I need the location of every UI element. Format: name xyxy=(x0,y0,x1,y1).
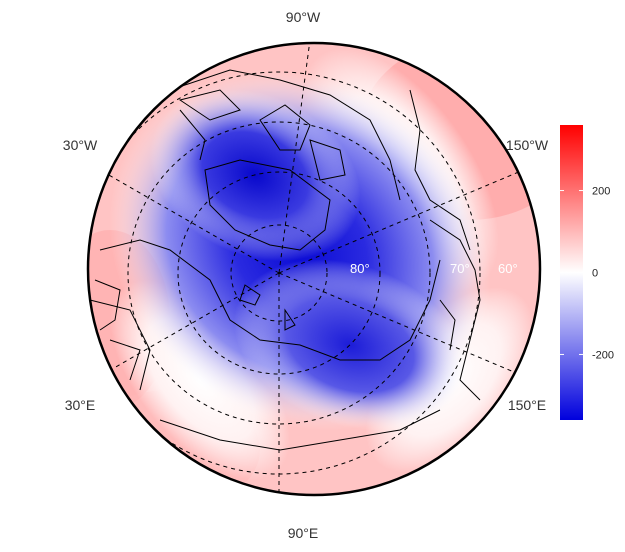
latitude-label-70: 70° xyxy=(450,261,470,276)
map-boundary xyxy=(86,41,542,497)
colorbar-tick-label: 200 xyxy=(592,186,610,198)
longitude-label-upper-left: 30°W xyxy=(63,137,98,153)
longitude-label-lower-right: 150°E xyxy=(508,397,546,413)
latitude-label-80: 80° xyxy=(350,261,370,276)
height-field xyxy=(88,43,540,495)
longitude-label-top: 90°W xyxy=(286,9,321,25)
longitude-label-upper-right: 150°W xyxy=(506,137,549,153)
colorbar-ticks: 200 0 -200 xyxy=(560,186,614,361)
meridians xyxy=(88,43,540,495)
colorbar: 200 0 -200 xyxy=(560,125,614,420)
longitude-label-lower-left: 30°E xyxy=(65,397,96,413)
longitude-label-bottom: 90°E xyxy=(288,525,319,541)
colorbar-tick-label: 0 xyxy=(592,268,598,280)
coastlines xyxy=(89,69,481,451)
colorbar-gradient xyxy=(560,125,583,420)
colorbar-tick-label: -200 xyxy=(592,349,614,361)
latitude-label-60: 60° xyxy=(498,261,518,276)
